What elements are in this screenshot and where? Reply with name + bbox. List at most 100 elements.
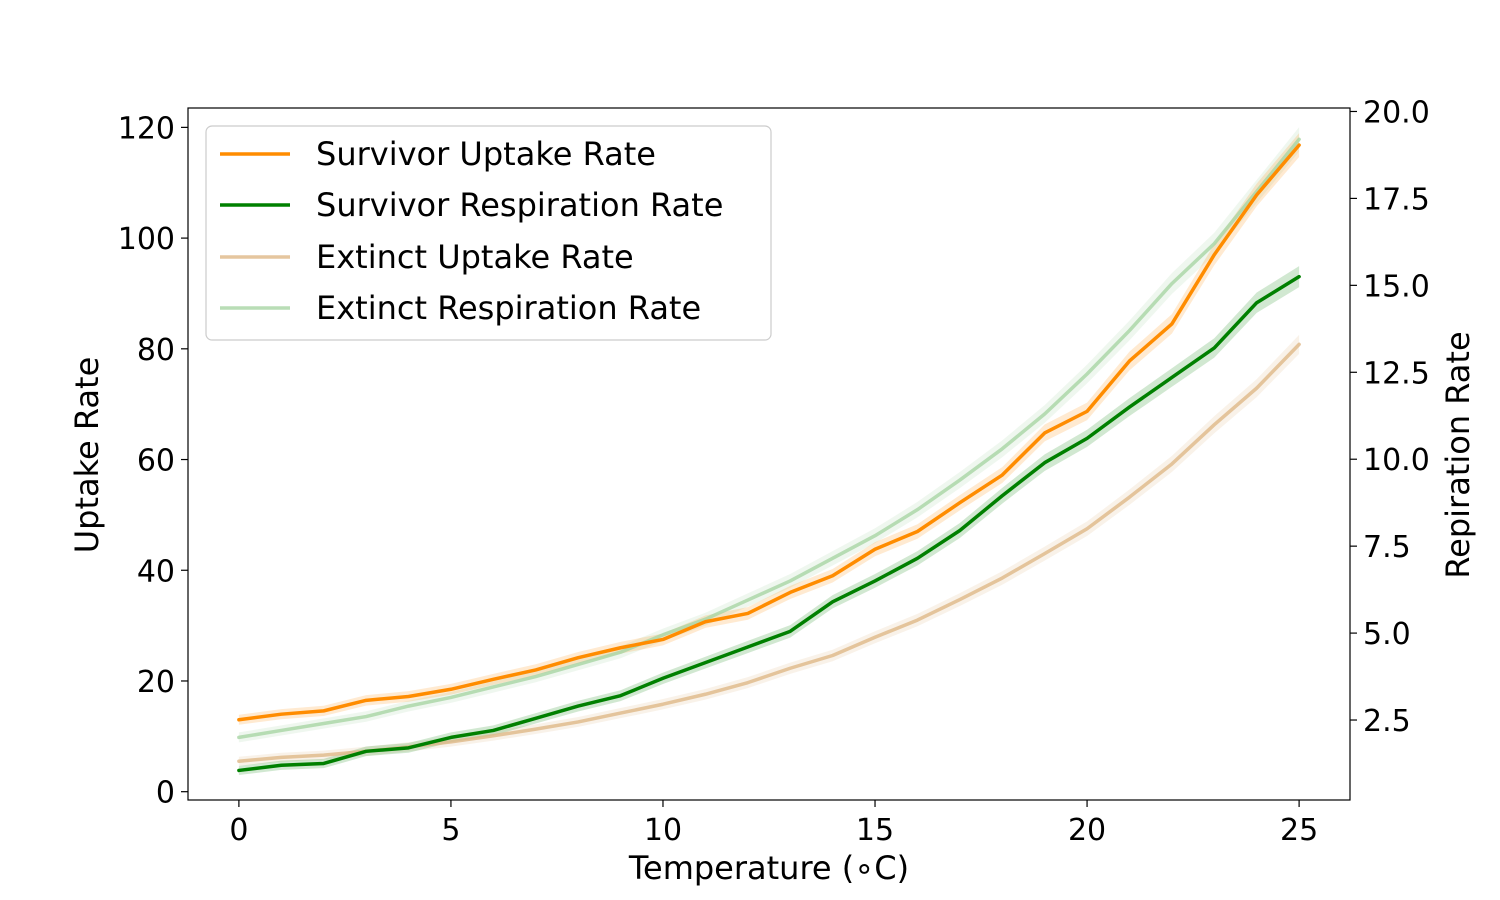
data-point [578, 657, 579, 658]
data-point [238, 719, 239, 720]
data-point [238, 737, 239, 738]
data-point [1299, 276, 1300, 277]
data-point [959, 530, 960, 531]
legend-label-extinct-uptake: Extinct Uptake Rate [316, 238, 634, 276]
data-point [832, 601, 833, 602]
data-point [323, 723, 324, 724]
data-point [323, 755, 324, 756]
data-point [1299, 344, 1300, 345]
data-point [1002, 474, 1003, 475]
left-y-tick-label: 60 [137, 444, 175, 479]
data-point [874, 637, 875, 638]
data-point [1044, 462, 1045, 463]
x-tick-label: 10 [644, 813, 682, 848]
data-point [917, 509, 918, 510]
data-point [535, 718, 536, 719]
data-point [1129, 360, 1130, 361]
data-point [1044, 413, 1045, 414]
right-y-axis-label: Repiration Rate [1439, 331, 1477, 578]
data-point [917, 619, 918, 620]
right-y-tick-label: 5.0 [1363, 617, 1411, 652]
left-y-tick-label: 100 [118, 222, 175, 257]
data-point [1086, 528, 1087, 529]
data-point [790, 592, 791, 593]
data-point [578, 664, 579, 665]
data-point [705, 619, 706, 620]
data-point [1171, 323, 1172, 324]
x-tick-label: 0 [229, 813, 248, 848]
data-point [1256, 194, 1257, 195]
data-point [790, 668, 791, 669]
data-point [959, 479, 960, 480]
data-point [747, 599, 748, 600]
left-y-tick-label: 40 [137, 554, 175, 589]
data-point [1044, 432, 1045, 433]
left-y-tick-label: 0 [156, 776, 175, 811]
data-point [366, 751, 367, 752]
data-point [705, 621, 706, 622]
data-point [535, 729, 536, 730]
data-point [1129, 497, 1130, 498]
data-point [917, 558, 918, 559]
right-y-tick-label: 7.5 [1363, 530, 1411, 565]
data-point [1171, 463, 1172, 464]
data-point [705, 694, 706, 695]
data-point [662, 634, 663, 635]
right-y-tick-label: 2.5 [1363, 704, 1411, 739]
data-point [620, 695, 621, 696]
data-point [662, 678, 663, 679]
x-axis-ticks: 0 5 10 15 20 25 [229, 800, 1318, 848]
right-y-tick-label: 15.0 [1363, 269, 1430, 304]
left-y-axis-label: Uptake Rate [68, 357, 106, 554]
data-point [874, 535, 875, 536]
legend-label-extinct-respiration: Extinct Respiration Rate [316, 289, 701, 327]
data-point [874, 549, 875, 550]
right-y-tick-label: 20.0 [1363, 95, 1430, 130]
data-point [1086, 411, 1087, 412]
data-point [493, 679, 494, 680]
data-point [323, 763, 324, 764]
x-tick-label: 15 [856, 813, 894, 848]
data-point [281, 714, 282, 715]
data-point [705, 662, 706, 663]
data-point [408, 706, 409, 707]
data-point [747, 646, 748, 647]
data-point [662, 639, 663, 640]
right-y-tick-label: 17.5 [1363, 182, 1430, 217]
right-y-axis-ticks: 2.5 5.0 7.5 10.0 12.5 15.0 17.5 20.0 [1350, 95, 1430, 739]
data-point [366, 700, 367, 701]
data-point [747, 613, 748, 614]
data-point [450, 737, 451, 738]
right-y-tick-label: 12.5 [1363, 356, 1430, 391]
data-point [238, 770, 239, 771]
data-point [281, 730, 282, 731]
data-point [493, 735, 494, 736]
data-point [1002, 448, 1003, 449]
data-point [535, 676, 536, 677]
data-point [790, 631, 791, 632]
data-point [281, 757, 282, 758]
data-point [1086, 438, 1087, 439]
data-point [620, 647, 621, 648]
x-tick-label: 5 [441, 813, 460, 848]
data-point [790, 580, 791, 581]
data-point [281, 765, 282, 766]
data-point [1002, 495, 1003, 496]
data-point [1214, 424, 1215, 425]
data-point [535, 669, 536, 670]
data-point [1214, 254, 1215, 255]
left-y-tick-label: 80 [137, 333, 175, 368]
data-point [620, 652, 621, 653]
data-point [366, 716, 367, 717]
data-point [832, 575, 833, 576]
data-point [1214, 347, 1215, 348]
left-y-tick-label: 20 [137, 665, 175, 700]
data-point [1044, 553, 1045, 554]
data-point [493, 686, 494, 687]
data-point [874, 580, 875, 581]
data-point [1256, 302, 1257, 303]
data-point [917, 531, 918, 532]
data-point [578, 721, 579, 722]
data-point [1214, 243, 1215, 244]
data-point [1299, 144, 1300, 145]
